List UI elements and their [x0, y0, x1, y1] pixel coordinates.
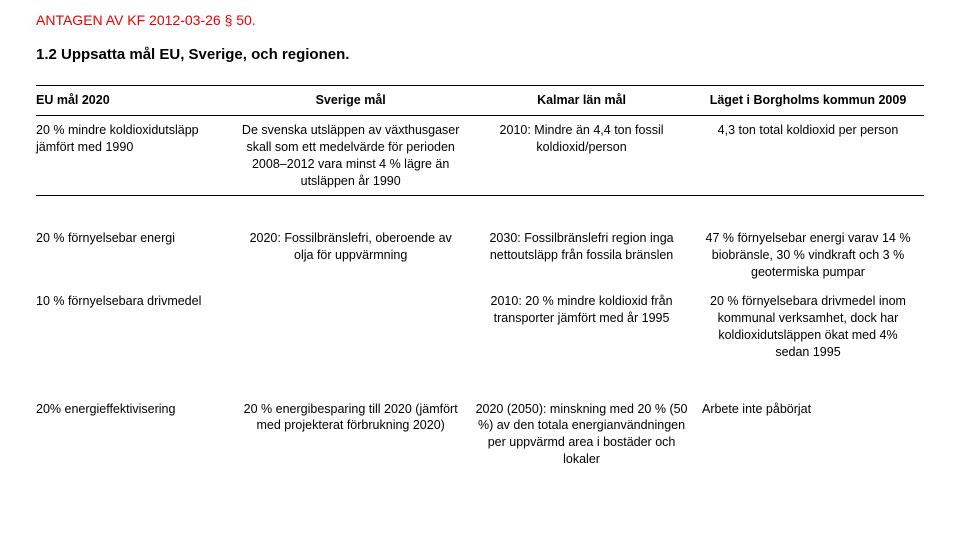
cell-kalmar: 2020 (2050): minskning med 20 % (50 %) a… [471, 395, 702, 475]
cell-eu: 20% energieffektivisering [36, 395, 240, 475]
document-header: ANTAGEN AV KF 2012-03-26 § 50. [36, 12, 924, 28]
cell-kalmar: 2010: 20 % mindre koldioxid från transpo… [471, 287, 702, 367]
cell-eu: 20 % förnyelsebar energi [36, 224, 240, 287]
section-title: 1.2 Uppsatta mål EU, Sverige, och region… [36, 46, 924, 63]
cell-borgholm: Arbete inte påbörjat [702, 395, 924, 475]
col-header-sverige: Sverige mål [240, 86, 471, 115]
col-header-borgholm: Läget i Borgholms kommun 2009 [702, 86, 924, 115]
row-spacer [36, 196, 924, 224]
table-row: 20 % förnyelsebar energi 2020: Fossilbrä… [36, 224, 924, 287]
cell-borgholm: 47 % förnyelsebar energi varav 14 % biob… [702, 224, 924, 287]
table-row: 20% energieffektivisering 20 % energibes… [36, 395, 924, 475]
cell-borgholm: 4,3 ton total koldioxid per person [702, 116, 924, 196]
cell-eu: 20 % mindre koldioxidutsläpp jämfört med… [36, 116, 240, 196]
cell-borgholm: 20 % förnyelsebara drivmedel inom kommun… [702, 287, 924, 367]
table-row: 20 % mindre koldioxidutsläpp jämfört med… [36, 116, 924, 196]
cell-sverige [240, 287, 471, 367]
cell-kalmar: 2030: Fossilbränslefri region inga netto… [471, 224, 702, 287]
cell-sverige: 20 % energibesparing till 2020 (jämfört … [240, 395, 471, 475]
col-header-eu: EU mål 2020 [36, 86, 240, 115]
document-page: ANTAGEN AV KF 2012-03-26 § 50. 1.2 Uppsa… [0, 0, 960, 474]
cell-kalmar: 2010: Mindre än 4,4 ton fossil koldioxid… [471, 116, 702, 196]
cell-sverige: De svenska utsläppen av växthusgaser ska… [240, 116, 471, 196]
table-header-row: EU mål 2020 Sverige mål Kalmar län mål L… [36, 86, 924, 115]
row-spacer [36, 367, 924, 395]
cell-eu: 10 % förnyelsebara drivmedel [36, 287, 240, 367]
cell-sverige: 2020: Fossilbränslefri, oberoende av olj… [240, 224, 471, 287]
table-row: 10 % förnyelsebara drivmedel 2010: 20 % … [36, 287, 924, 367]
goals-table: EU mål 2020 Sverige mål Kalmar län mål L… [36, 85, 924, 474]
col-header-kalmar: Kalmar län mål [471, 86, 702, 115]
